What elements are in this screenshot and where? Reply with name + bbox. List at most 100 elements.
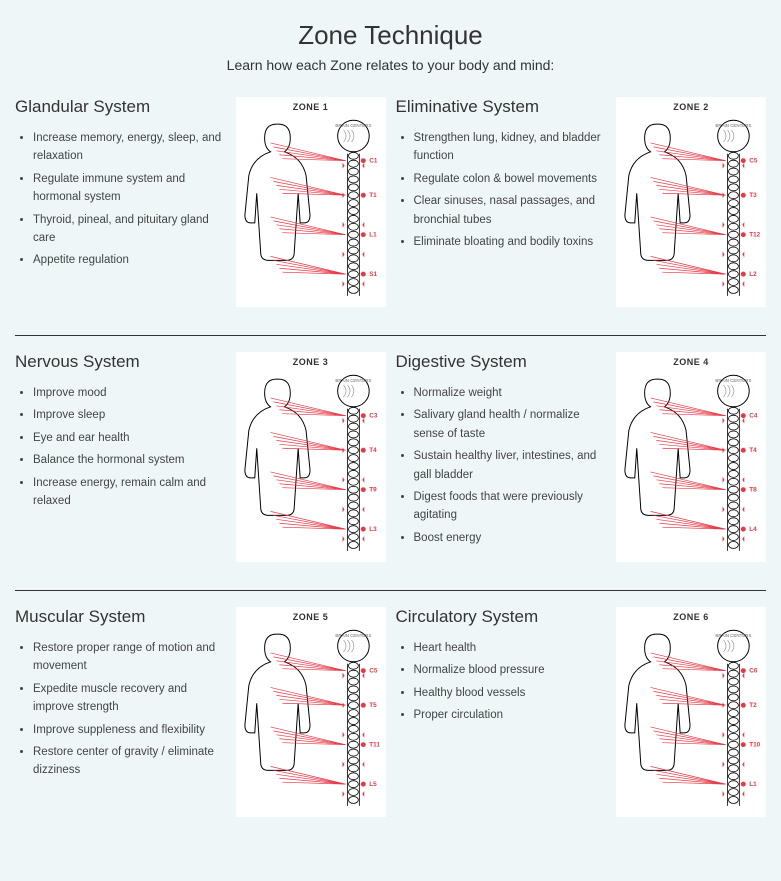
svg-text:C4: C4 [749,413,758,420]
zone-diagram: ZONE 6 BRAIN CENTERS C6 T2 T10 L1 [616,607,766,817]
zone-heading: Circulatory System [396,607,609,627]
zone-bullet-item: Regulate colon & bowel movements [414,170,609,188]
svg-text:C6: C6 [749,668,758,675]
zone-bullet-item: Regulate immune system and hormonal syst… [33,170,228,207]
zone-diagram: ZONE 2 BRAIN CENTERS C5 T3 T12 L2 [616,97,766,307]
zone-text-block: Muscular System Restore proper range of m… [15,607,228,817]
zone-cell: Digestive System Normalize weight Salivary… [396,352,767,562]
zone-bullet-item: Improve suppleness and flexibility [33,721,228,739]
svg-text:L1: L1 [369,232,377,239]
zone-bullet-list: Heart health Normalize blood pressure Heal… [396,639,609,725]
zone-bullet-item: Salivary gland health / normalize sense … [414,406,609,443]
zone-diagram-label: ZONE 1 [237,102,385,112]
zone-bullet-item: Restore proper range of motion and movem… [33,639,228,676]
zone-cell: Eliminative System Strengthen lung, kidne… [396,97,767,307]
zone-bullet-item: Sustain healthy liver, intestines, and g… [414,447,609,484]
anatomy-diagram-svg: BRAIN CENTERSC1T1L1S1 [237,116,385,306]
zone-diagram-label: ZONE 4 [617,357,765,367]
svg-text:L4: L4 [749,526,757,533]
zone-text-block: Circulatory System Heart health Normalize … [396,607,609,817]
svg-text:S1: S1 [369,271,377,278]
zone-text-block: Eliminative System Strengthen lung, kidne… [396,97,609,307]
zone-heading: Nervous System [15,352,228,372]
zone-row: Nervous System Improve mood Improve sleep E… [15,352,766,591]
zone-text-block: Digestive System Normalize weight Salivary… [396,352,609,562]
svg-text:T10: T10 [749,742,760,749]
svg-text:C5: C5 [369,668,378,675]
svg-text:T4: T4 [749,447,757,454]
zone-bullet-item: Increase energy, remain calm and relaxed [33,474,228,511]
zone-bullet-item: Boost energy [414,529,609,547]
zone-bullet-item: Thyroid, pineal, and pituitary gland car… [33,211,228,248]
zone-diagram-label: ZONE 5 [237,612,385,622]
svg-text:L2: L2 [749,271,757,278]
zone-bullet-item: Healthy blood vessels [414,684,609,702]
zone-heading: Eliminative System [396,97,609,117]
zone-bullet-item: Improve mood [33,384,228,402]
zone-cell: Glandular System Increase memory, energy,… [15,97,386,307]
svg-text:L5: L5 [369,781,377,788]
zone-diagram: ZONE 5 BRAIN CENTERS C5 T5 T11 L5 [236,607,386,817]
zone-bullet-item: Expedite muscle recovery and improve str… [33,680,228,717]
zone-diagram-label: ZONE 3 [237,357,385,367]
zone-heading: Digestive System [396,352,609,372]
page-subtitle: Learn how each Zone relates to your body… [15,57,766,73]
zone-text-block: Nervous System Improve mood Improve sleep E… [15,352,228,562]
zone-heading: Glandular System [15,97,228,117]
svg-text:T12: T12 [749,232,760,239]
zone-diagram: ZONE 3 BRAIN CENTERS C3 T4 T9 L3 [236,352,386,562]
anatomy-diagram-svg: BRAIN CENTERS C4 T4 T8 L4 [617,371,765,561]
svg-text:T3: T3 [749,192,757,199]
zone-bullet-item: Eye and ear health [33,429,228,447]
zone-cell: Nervous System Improve mood Improve sleep E… [15,352,386,562]
zone-bullet-item: Digest foods that were previously agitat… [414,488,609,525]
zone-diagram-label: ZONE 6 [617,612,765,622]
zone-bullet-item: Normalize blood pressure [414,661,609,679]
zone-bullet-list: Improve mood Improve sleep Eye and ear hea… [15,384,228,510]
zone-bullet-item: Restore center of gravity / eliminate di… [33,743,228,780]
zone-row: Glandular System Increase memory, energy,… [15,97,766,336]
svg-text:BRAIN CENTERS: BRAIN CENTERS [715,123,751,128]
zone-bullet-item: Strengthen lung, kidney, and bladder fun… [414,129,609,166]
anatomy-diagram-svg: BRAIN CENTERS C3 T4 T9 L3 [237,371,385,561]
zone-bullet-item: Increase memory, energy, sleep, and rela… [33,129,228,166]
svg-text:L3: L3 [369,526,377,533]
svg-text:BRAIN CENTERS: BRAIN CENTERS [715,633,751,638]
svg-text:BRAIN CENTERS: BRAIN CENTERS [335,123,371,128]
page-title: Zone Technique [15,20,766,51]
zone-bullet-item: Heart health [414,639,609,657]
anatomy-diagram-svg: BRAIN CENTERS C6 T2 T10 L1 [617,626,765,816]
svg-text:T9: T9 [369,487,377,494]
svg-text:C3: C3 [369,413,378,420]
svg-text:T8: T8 [749,487,757,494]
zone-text-block: Glandular System Increase memory, energy,… [15,97,228,307]
zone-diagram-label: ZONE 2 [617,102,765,112]
svg-text:BRAIN CENTERS: BRAIN CENTERS [335,378,371,383]
svg-text:T11: T11 [369,742,380,749]
zone-bullet-list: Normalize weight Salivary gland health / … [396,384,609,547]
zone-diagram: ZONE 4 BRAIN CENTERS C4 T4 T8 L4 [616,352,766,562]
svg-text:T4: T4 [369,447,377,454]
zone-cell: Circulatory System Heart health Normalize … [396,607,767,817]
zone-bullet-item: Appetite regulation [33,251,228,269]
svg-text:T5: T5 [369,702,377,709]
zone-bullet-list: Restore proper range of motion and movem… [15,639,228,780]
zone-bullet-item: Eliminate bloating and bodily toxins [414,233,609,251]
zone-bullet-list: Strengthen lung, kidney, and bladder fun… [396,129,609,251]
svg-text:L1: L1 [749,781,757,788]
zone-bullet-list: Increase memory, energy, sleep, and rela… [15,129,228,270]
zone-diagram: ZONE 1BRAIN CENTERSC1T1L1S1 [236,97,386,307]
zone-bullet-item: Normalize weight [414,384,609,402]
svg-text:C5: C5 [749,158,758,165]
svg-text:BRAIN CENTERS: BRAIN CENTERS [335,633,371,638]
anatomy-diagram-svg: BRAIN CENTERS C5 T3 T12 L2 [617,116,765,306]
zones-grid: Glandular System Increase memory, energy,… [15,97,766,845]
zone-heading: Muscular System [15,607,228,627]
zone-bullet-item: Clear sinuses, nasal passages, and bronc… [414,192,609,229]
zone-row: Muscular System Restore proper range of m… [15,607,766,845]
zone-cell: Muscular System Restore proper range of m… [15,607,386,817]
svg-text:T2: T2 [749,702,757,709]
zone-bullet-item: Improve sleep [33,406,228,424]
svg-text:BRAIN CENTERS: BRAIN CENTERS [715,378,751,383]
svg-text:T1: T1 [369,192,377,199]
